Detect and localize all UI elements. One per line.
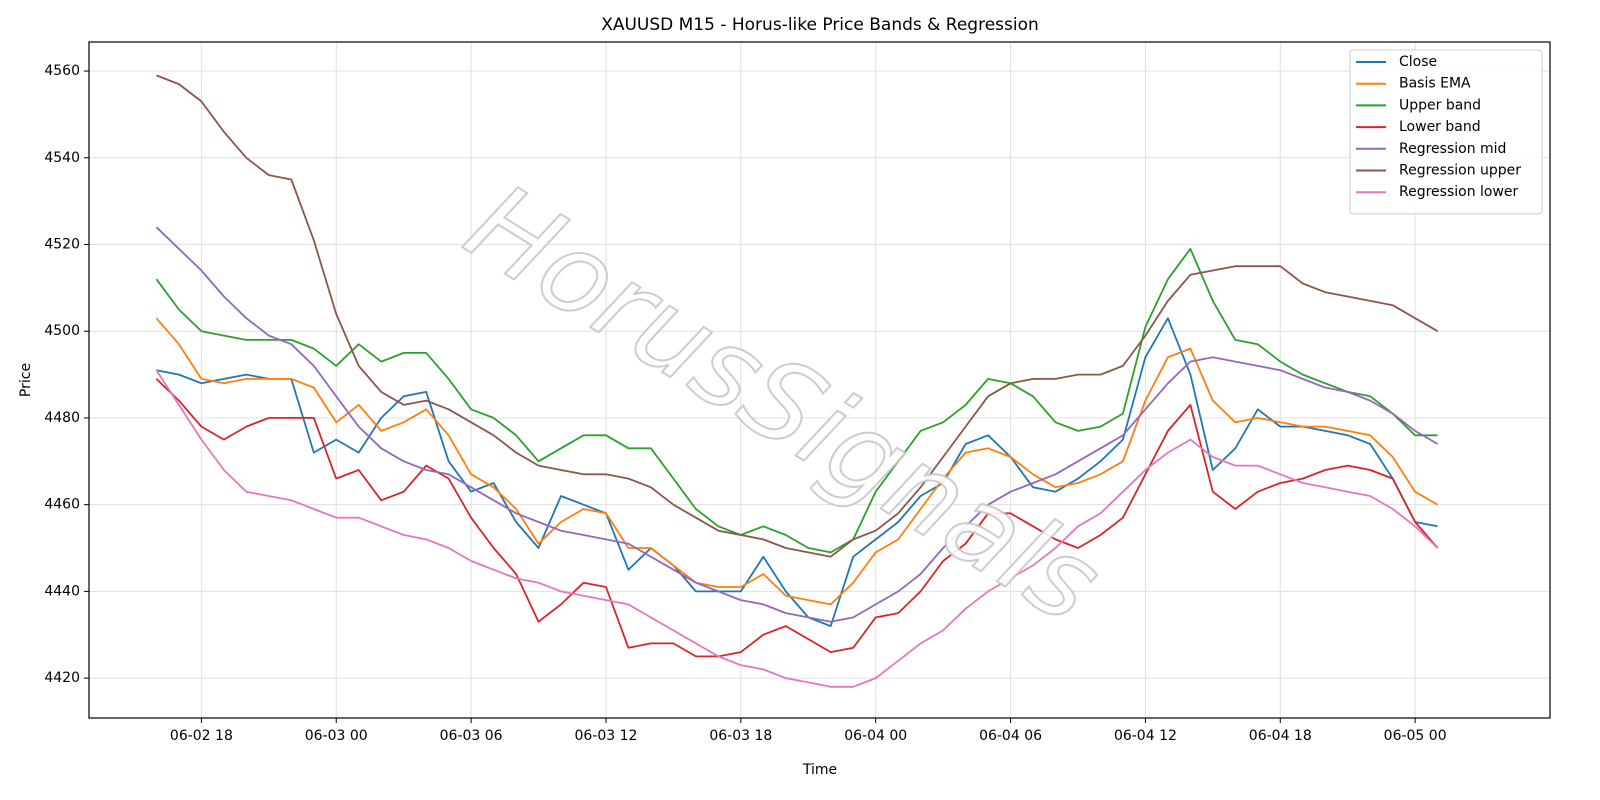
- x-tick-label: 06-04 00: [844, 728, 907, 744]
- legend-label: Close: [1399, 54, 1437, 70]
- legend-label: Upper band: [1399, 97, 1481, 113]
- legend: Close Basis EMA Upper band Lower band Regres…: [1349, 49, 1543, 215]
- chart-title: XAUUSD M15 - Horus-like Price Bands & Re…: [601, 15, 1039, 35]
- y-tick-label: 4540: [44, 150, 80, 166]
- series-line: [155, 317, 1439, 606]
- y-axis-label: Price: [18, 363, 34, 397]
- legend-label: Lower band: [1399, 119, 1481, 135]
- x-tick-label: 06-03 18: [709, 728, 772, 744]
- x-tick-label: 06-03 12: [574, 728, 637, 744]
- legend-label: Basis EMA: [1399, 76, 1471, 92]
- x-tick-label: 06-03 06: [440, 728, 503, 744]
- series-line: [156, 74, 1439, 558]
- legend-label: Regression lower: [1399, 184, 1519, 200]
- y-tick-label: 4560: [44, 63, 80, 79]
- x-axis-label: Time: [802, 762, 837, 778]
- lines: [155, 74, 1439, 688]
- series-line: [155, 226, 1439, 623]
- y-tick-label: 4420: [44, 670, 80, 686]
- x-tick-label: 06-04 12: [1114, 728, 1177, 744]
- x-tick-label: 06-05 00: [1384, 728, 1447, 744]
- x-tick-label: 06-03 00: [305, 728, 368, 744]
- y-tick-label: 4500: [44, 323, 80, 339]
- x-tick-label: 06-02 18: [170, 728, 233, 744]
- legend-label: Regression mid: [1399, 141, 1506, 157]
- series-line: [156, 317, 1438, 627]
- legend-box: [1349, 49, 1543, 215]
- legend-label: Regression upper: [1399, 163, 1521, 179]
- y-tick-label: 4520: [44, 236, 80, 252]
- series-line: [155, 369, 1439, 688]
- x-tick-label: 06-04 06: [979, 728, 1042, 744]
- x-tick-label: 06-04 18: [1249, 728, 1312, 744]
- grid: [89, 42, 1550, 718]
- y-tick-label: 4480: [44, 410, 80, 426]
- series-line: [155, 247, 1438, 554]
- y-tick-label: 4460: [44, 497, 80, 513]
- series-line: [155, 378, 1439, 658]
- y-tick-label: 4440: [44, 583, 80, 599]
- plot-frame: [88, 41, 1551, 719]
